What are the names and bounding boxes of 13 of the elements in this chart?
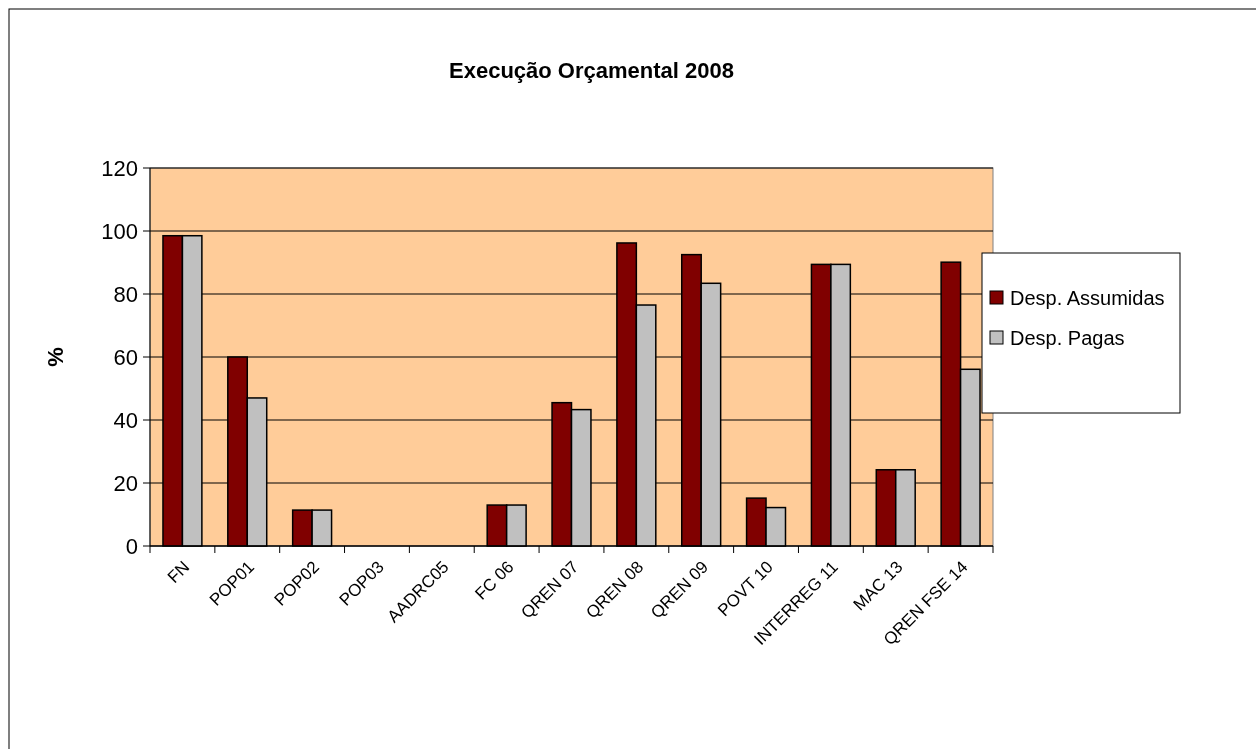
y-tick-label: 100: [101, 218, 138, 244]
legend-label: Desp. Assumidas: [1010, 287, 1165, 309]
y-tick-label: 60: [113, 344, 138, 370]
chart-title: Execução Orçamental 2008: [449, 58, 734, 83]
y-tick-label: 40: [113, 407, 138, 433]
y-tick-label: 80: [113, 281, 138, 307]
y-tick-label: 120: [101, 155, 138, 181]
y-axis-title: %: [43, 347, 68, 367]
y-tick-label: 0: [125, 533, 138, 559]
x-tick-label: FN: [163, 557, 194, 587]
y-tick-label: 20: [113, 470, 138, 496]
legend-label: Desp. Pagas: [1010, 327, 1125, 349]
x-tick-label: FC 06: [471, 557, 518, 604]
